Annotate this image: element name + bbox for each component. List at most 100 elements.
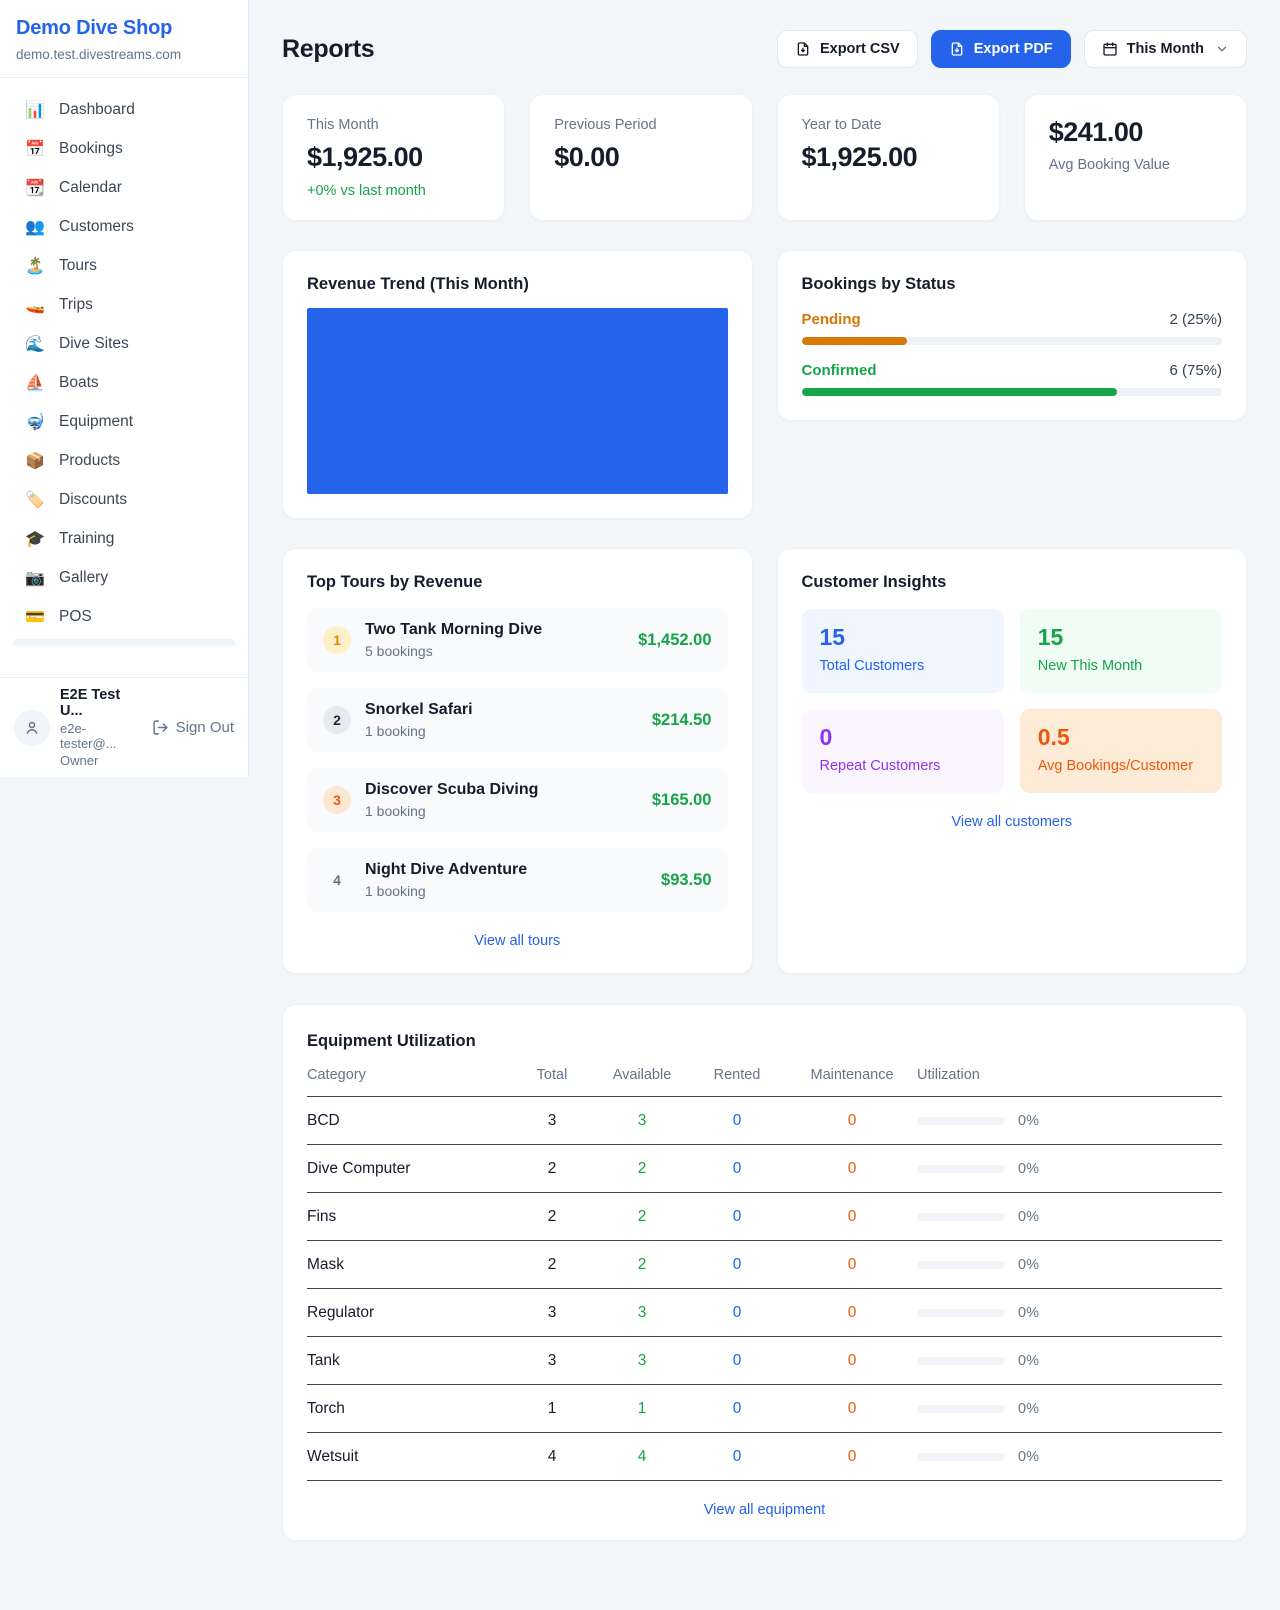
credit-card-icon: 💳 [25, 609, 45, 626]
period-dropdown[interactable]: This Month [1083, 30, 1247, 68]
view-all-equipment-link[interactable]: View all equipment [307, 1502, 1222, 1518]
sidebar-item-tours[interactable]: 🏝️ Tours [12, 247, 236, 285]
utilization-bar [917, 1404, 1005, 1413]
cell-maintenance: 0 [847, 1447, 857, 1465]
view-all-tours-link[interactable]: View all tours [307, 933, 728, 949]
stat-label: Avg Booking Value [1048, 157, 1170, 173]
sidebar-item-dive-sites[interactable]: 🌊 Dive Sites [12, 325, 236, 363]
utilization-bar [917, 1452, 1005, 1461]
stat-card-avg-booking-value: $241.00 Avg Booking Value [1023, 94, 1247, 221]
utilization-bar [917, 1116, 1005, 1125]
status-row-confirmed: Confirmed 6 (75%) [801, 362, 1222, 396]
cell-category: Dive Computer [307, 1159, 411, 1177]
table-row: Tank 3 3 0 0 0% [307, 1337, 1222, 1385]
sidebar-item-products[interactable]: 📦 Products [12, 442, 236, 480]
bookings-by-status-card: Bookings by Status Pending 2 (25%) Confi… [776, 250, 1247, 421]
sidebar-item-equipment[interactable]: 🤿 Equipment [12, 403, 236, 441]
people-icon: 👥 [25, 219, 45, 236]
rank-badge: 1 [323, 626, 351, 654]
utilization-pct: 0% [1018, 1304, 1039, 1321]
stat-value: $0.00 [554, 142, 620, 172]
utilization-pct: 0% [1018, 1160, 1039, 1177]
status-count-confirmed: 6 (75%) [1169, 362, 1222, 379]
sidebar-item-label: Training [59, 530, 115, 547]
status-bar-track [801, 388, 1222, 396]
sidebar-item-trips[interactable]: 🚤 Trips [12, 286, 236, 324]
cell-utilization: 0% [917, 1161, 1222, 1177]
sidebar-item-bookings[interactable]: 📅 Bookings [12, 130, 236, 168]
stat-value: $241.00 [1048, 117, 1144, 147]
utilization-bar [917, 1212, 1005, 1221]
view-all-customers-link[interactable]: View all customers [802, 814, 1223, 830]
stat-value: $1,925.00 [801, 142, 918, 172]
cell-maintenance: 0 [847, 1303, 857, 1321]
shop-domain: demo.test.divestreams.com [16, 47, 182, 62]
cell-category: Torch [307, 1399, 345, 1417]
status-bar-fill-confirmed [801, 388, 1117, 396]
tour-amount: $165.00 [651, 790, 712, 809]
user-role: Owner [60, 753, 99, 768]
sidebar-item-gallery[interactable]: 📷 Gallery [12, 559, 236, 597]
calendar-date-icon: 📅 [25, 141, 45, 158]
export-csv-button[interactable]: Export CSV [776, 30, 918, 68]
person-icon [26, 721, 38, 734]
cell-rented: 0 [732, 1447, 742, 1465]
sidebar-item-reports-partial[interactable] [12, 639, 236, 646]
cell-rented: 0 [732, 1255, 742, 1273]
tile-value: 15 [819, 624, 846, 650]
export-csv-label: Export CSV [819, 41, 900, 57]
top-tours-card: Top Tours by Revenue 1 Two Tank Morning … [282, 548, 753, 974]
status-row-pending: Pending 2 (25%) [801, 311, 1222, 345]
sidebar-item-label: Equipment [59, 413, 134, 430]
sidebar-item-training[interactable]: 🎓 Training [12, 520, 236, 558]
tour-row: 1 Two Tank Morning Dive 5 bookings $1,45… [307, 608, 728, 672]
speedboat-icon: 🚤 [25, 297, 45, 314]
sidebar-item-boats[interactable]: ⛵ Boats [12, 364, 236, 402]
header-actions: Export CSV Export PDF This Month [776, 30, 1247, 68]
tour-name: Snorkel Safari [365, 701, 473, 718]
stats-grid: This Month $1,925.00 +0% vs last month P… [282, 94, 1247, 221]
island-icon: 🏝️ [25, 258, 45, 275]
tour-bookings: 5 bookings [365, 643, 433, 659]
sidebar-item-customers[interactable]: 👥 Customers [12, 208, 236, 246]
cell-available: 2 [637, 1255, 647, 1273]
graduation-cap-icon: 🎓 [25, 531, 45, 548]
cell-utilization: 0% [917, 1353, 1222, 1369]
sign-out-button[interactable]: Sign Out [152, 719, 234, 736]
cell-available: 3 [637, 1111, 647, 1129]
revenue-trend-title: Revenue Trend (This Month) [307, 275, 529, 293]
cell-category: Wetsuit [307, 1447, 359, 1465]
sidebar-item-label: Dive Sites [59, 335, 129, 352]
tile-value: 0.5 [1037, 724, 1070, 750]
stat-value: $1,925.00 [307, 142, 423, 172]
tour-row: 3 Discover Scuba Diving 1 booking $165.0… [307, 768, 728, 832]
cell-available: 3 [637, 1303, 647, 1321]
utilization-pct: 0% [1018, 1256, 1039, 1273]
export-pdf-button[interactable]: Export PDF [930, 30, 1071, 68]
wave-icon: 🌊 [25, 336, 45, 353]
cell-available: 2 [637, 1207, 647, 1225]
sidebar-item-discounts[interactable]: 🏷️ Discounts [12, 481, 236, 519]
rank-badge: 4 [333, 872, 341, 888]
sidebar-item-label: POS [59, 608, 92, 625]
cell-maintenance: 0 [847, 1351, 857, 1369]
bookings-by-status-title: Bookings by Status [801, 275, 956, 293]
sign-out-label: Sign Out [175, 719, 234, 736]
sidebar-item-calendar[interactable]: 📆 Calendar [12, 169, 236, 207]
table-row: Mask 2 2 0 0 0% [307, 1241, 1222, 1289]
table-row: Regulator 3 3 0 0 0% [307, 1289, 1222, 1337]
status-bar-fill-pending [801, 337, 907, 345]
file-download-icon [797, 42, 809, 56]
stat-card-previous-period: Previous Period $0.00 [529, 94, 753, 221]
cell-utilization: 0% [917, 1401, 1222, 1417]
calendar-icon [1103, 42, 1117, 56]
status-label-confirmed: Confirmed [801, 362, 877, 379]
cell-total: 2 [547, 1255, 557, 1273]
tile-total-customers: 15 Total Customers [801, 609, 1004, 693]
sidebar-item-dashboard[interactable]: 📊 Dashboard [12, 91, 236, 129]
table-row: Dive Computer 2 2 0 0 0% [307, 1145, 1222, 1193]
col-total: Total [536, 1067, 568, 1083]
sidebar-item-pos[interactable]: 💳 POS [12, 598, 236, 636]
cell-rented: 0 [732, 1399, 742, 1417]
sidebar-header: Demo Dive Shop demo.test.divestreams.com [0, 0, 248, 78]
